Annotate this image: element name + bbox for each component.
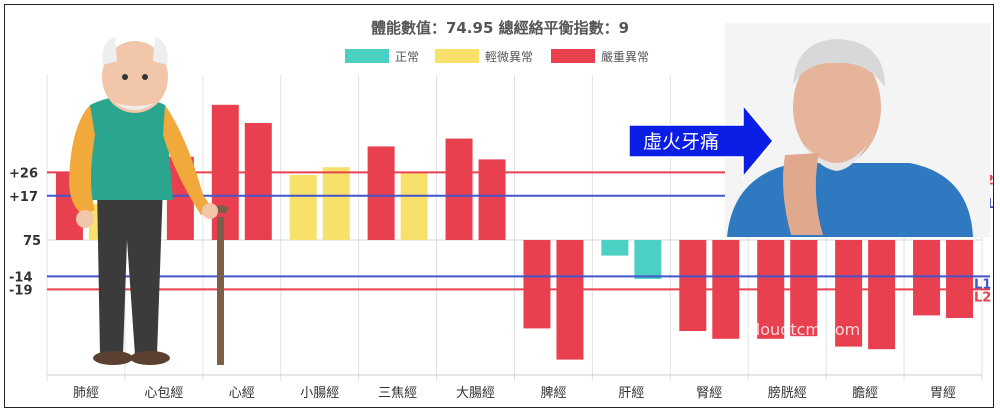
bar (601, 240, 629, 256)
legend-swatch (551, 49, 595, 63)
elderly-man-illustration (69, 37, 229, 365)
x-tick-label: 脾經 (540, 386, 566, 401)
callout-arrow: 虛火牙痛 (628, 102, 774, 180)
x-tick-label: 膽經 (852, 386, 878, 401)
reference-line-label: L2 (974, 290, 991, 305)
x-tick-labels: 肺經 心包經 心經 小腸經 三焦經 大腸經 脾經 肝經 腎經 膀胱經 膽經 胃經 (73, 385, 956, 401)
x-tick-label: 大腸經 (456, 386, 495, 401)
y-tick-label: +17 (9, 190, 38, 205)
bar (556, 240, 584, 360)
x-tick-label: 心包經 (144, 386, 183, 401)
y-tick-label: -14 (9, 270, 33, 285)
legend-label: 輕微異常 (485, 50, 533, 64)
legend: 正常 輕微異常 嚴重異常 (345, 49, 649, 64)
bar (367, 146, 395, 240)
bar (835, 240, 863, 347)
bar (790, 240, 818, 337)
x-tick-label: 膀胱經 (768, 385, 807, 401)
legend-label: 嚴重異常 (601, 50, 649, 64)
x-tick-label: 肝經 (618, 386, 644, 401)
bar (289, 175, 317, 240)
bar (445, 138, 473, 240)
toothache-man-illustration (725, 23, 990, 237)
y-tick-baseline: 75 (23, 234, 41, 249)
y-tick-label: +26 (9, 166, 38, 181)
bar (523, 240, 551, 329)
x-tick-label: 三焦經 (378, 386, 417, 401)
bar (322, 167, 350, 240)
x-tick-label: 胃經 (930, 386, 956, 401)
bar (913, 240, 941, 316)
bar (400, 172, 428, 240)
bar (244, 123, 272, 240)
x-tick-label: 小腸經 (300, 386, 339, 401)
legend-label: 正常 (395, 50, 419, 64)
x-tick-label: 心經 (229, 386, 255, 401)
callout-text: 虛火牙痛 (643, 131, 719, 153)
bar (946, 240, 974, 318)
y-tick-label: -19 (9, 283, 33, 298)
chart-title: 體能數值：74.95 總經絡平衡指數：9 (371, 19, 629, 37)
legend-swatch (345, 49, 389, 63)
x-tick-label: 肺經 (73, 386, 99, 401)
bar (868, 240, 896, 350)
bar (679, 240, 707, 331)
watermark: cloudtcm.com (747, 320, 860, 339)
legend-swatch (435, 49, 479, 63)
bar (634, 240, 662, 279)
x-tick-label: 腎經 (696, 386, 722, 401)
